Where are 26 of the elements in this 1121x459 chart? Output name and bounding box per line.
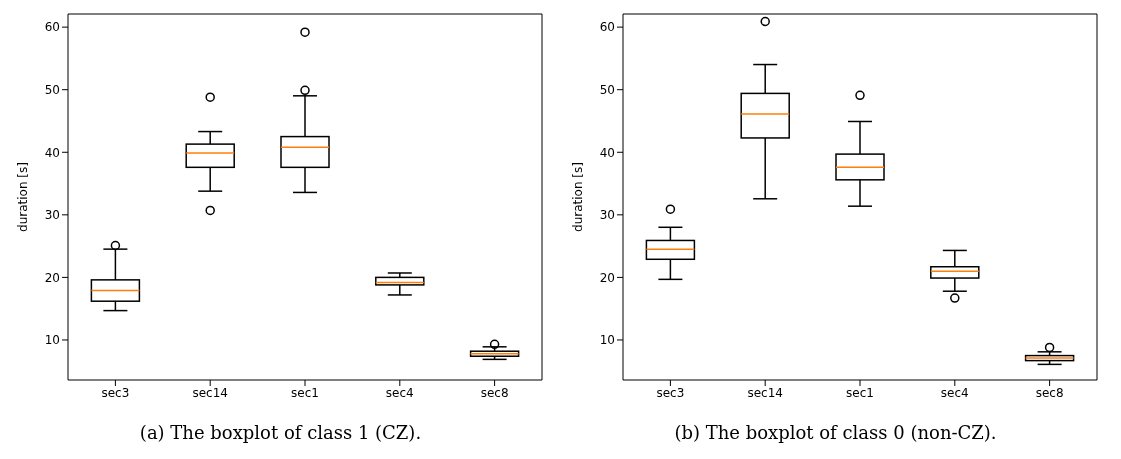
y-tick-label: 10	[44, 333, 60, 348]
x-tick-label: sec4	[385, 385, 414, 400]
y-tick-label: 60	[599, 20, 615, 35]
x-tick-label: sec4	[940, 385, 969, 400]
y-tick-label: 50	[44, 82, 60, 97]
x-tick-label: sec1	[846, 385, 874, 400]
y-axis-title: duration [s]	[571, 162, 586, 232]
y-tick-label: 10	[599, 333, 615, 348]
y-tick-label: 30	[44, 208, 60, 223]
x-tick-label: sec14	[192, 385, 228, 400]
x-tick-label: sec1	[291, 385, 319, 400]
y-tick-label: 50	[599, 82, 615, 97]
x-tick-label: sec14	[747, 385, 783, 400]
x-tick-label: sec8	[1035, 385, 1064, 400]
text: (b) The boxplot of class 0 (non-CZ).	[673, 422, 998, 443]
x-tick-label: sec8	[480, 385, 509, 400]
text: (a) The boxplot of class 1 (CZ).	[138, 422, 423, 443]
y-axis-title: duration [s]	[16, 162, 31, 232]
y-tick-label: 20	[44, 270, 60, 285]
y-tick-label: 40	[44, 145, 60, 160]
y-tick-label: 40	[599, 145, 615, 160]
x-tick-label: sec3	[656, 385, 685, 400]
x-tick-label: sec3	[101, 385, 130, 400]
y-tick-label: 30	[599, 208, 615, 223]
y-tick-label: 20	[599, 270, 615, 285]
y-tick-label: 60	[44, 20, 60, 35]
